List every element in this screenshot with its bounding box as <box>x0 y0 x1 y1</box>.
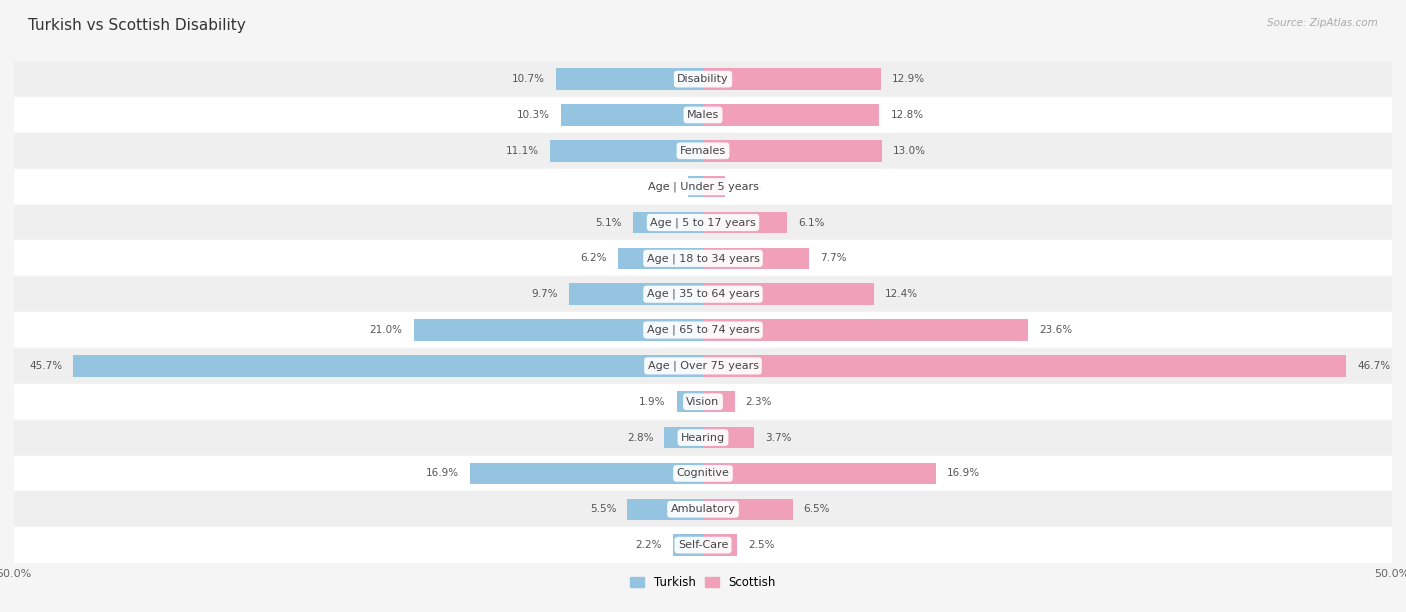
Bar <box>14 527 1392 563</box>
Bar <box>14 491 1392 527</box>
Text: 2.2%: 2.2% <box>636 540 662 550</box>
Text: Turkish vs Scottish Disability: Turkish vs Scottish Disability <box>28 18 246 34</box>
Text: 10.7%: 10.7% <box>512 74 544 84</box>
Text: 21.0%: 21.0% <box>370 325 402 335</box>
Bar <box>14 204 1392 241</box>
Text: 16.9%: 16.9% <box>426 468 460 479</box>
Text: 45.7%: 45.7% <box>30 361 62 371</box>
Text: Hearing: Hearing <box>681 433 725 442</box>
Text: Disability: Disability <box>678 74 728 84</box>
Text: Males: Males <box>688 110 718 120</box>
Bar <box>14 169 1392 204</box>
Bar <box>703 212 787 233</box>
Text: 1.1%: 1.1% <box>651 182 676 192</box>
Bar <box>550 140 703 162</box>
Bar <box>413 319 703 341</box>
Text: 3.7%: 3.7% <box>765 433 792 442</box>
Bar <box>703 499 793 520</box>
Text: 16.9%: 16.9% <box>946 468 980 479</box>
Text: 1.9%: 1.9% <box>640 397 666 407</box>
Text: Age | Under 5 years: Age | Under 5 years <box>648 181 758 192</box>
Bar <box>14 97 1392 133</box>
Bar <box>555 69 703 90</box>
Bar <box>633 212 703 233</box>
Bar <box>470 463 703 484</box>
Text: 2.8%: 2.8% <box>627 433 654 442</box>
Text: 23.6%: 23.6% <box>1039 325 1073 335</box>
Bar <box>672 534 703 556</box>
Text: 2.3%: 2.3% <box>745 397 772 407</box>
Bar <box>14 133 1392 169</box>
Bar <box>703 534 738 556</box>
Bar <box>688 176 703 198</box>
Text: Self-Care: Self-Care <box>678 540 728 550</box>
Bar <box>676 391 703 412</box>
Text: 12.4%: 12.4% <box>884 289 918 299</box>
Bar <box>703 140 882 162</box>
Bar <box>627 499 703 520</box>
Bar <box>703 248 808 269</box>
Text: 1.6%: 1.6% <box>737 182 762 192</box>
Text: 9.7%: 9.7% <box>531 289 558 299</box>
Bar <box>14 384 1392 420</box>
Text: 12.8%: 12.8% <box>890 110 924 120</box>
Text: Source: ZipAtlas.com: Source: ZipAtlas.com <box>1267 18 1378 28</box>
Bar <box>703 355 1347 376</box>
Bar <box>14 312 1392 348</box>
Bar <box>73 355 703 376</box>
Bar <box>703 69 880 90</box>
Text: Age | Over 75 years: Age | Over 75 years <box>648 360 758 371</box>
Bar <box>703 391 735 412</box>
Text: 2.5%: 2.5% <box>748 540 775 550</box>
Bar <box>14 61 1392 97</box>
Text: Vision: Vision <box>686 397 720 407</box>
Text: 13.0%: 13.0% <box>893 146 927 156</box>
Bar <box>14 420 1392 455</box>
Bar <box>14 276 1392 312</box>
Text: Age | 65 to 74 years: Age | 65 to 74 years <box>647 325 759 335</box>
Text: 6.1%: 6.1% <box>799 217 824 228</box>
Text: 5.1%: 5.1% <box>595 217 621 228</box>
Bar <box>665 427 703 449</box>
Bar <box>617 248 703 269</box>
Text: 12.9%: 12.9% <box>891 74 925 84</box>
Text: 7.7%: 7.7% <box>820 253 846 263</box>
Bar <box>561 104 703 125</box>
Bar <box>703 176 725 198</box>
Bar <box>703 104 879 125</box>
Bar <box>703 427 754 449</box>
Bar <box>569 283 703 305</box>
Text: Females: Females <box>681 146 725 156</box>
Text: 11.1%: 11.1% <box>506 146 538 156</box>
Bar <box>14 455 1392 491</box>
Bar <box>703 319 1028 341</box>
Bar <box>703 463 936 484</box>
Text: Cognitive: Cognitive <box>676 468 730 479</box>
Text: Ambulatory: Ambulatory <box>671 504 735 514</box>
Text: 5.5%: 5.5% <box>589 504 616 514</box>
Text: Age | 18 to 34 years: Age | 18 to 34 years <box>647 253 759 264</box>
Text: 10.3%: 10.3% <box>517 110 550 120</box>
Text: 6.2%: 6.2% <box>581 253 606 263</box>
Text: 6.5%: 6.5% <box>804 504 830 514</box>
Bar <box>14 241 1392 276</box>
Bar <box>14 348 1392 384</box>
Bar <box>703 283 875 305</box>
Text: Age | 35 to 64 years: Age | 35 to 64 years <box>647 289 759 299</box>
Text: Age | 5 to 17 years: Age | 5 to 17 years <box>650 217 756 228</box>
Text: 46.7%: 46.7% <box>1358 361 1391 371</box>
Legend: Turkish, Scottish: Turkish, Scottish <box>624 570 782 595</box>
